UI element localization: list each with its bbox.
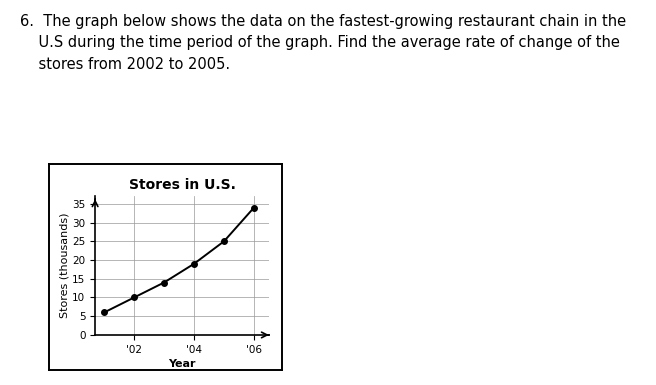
Text: 6.  The graph below shows the data on the fastest-growing restaurant chain in th: 6. The graph below shows the data on the… [20, 13, 626, 72]
Y-axis label: Stores (thousands): Stores (thousands) [60, 213, 70, 318]
X-axis label: Year: Year [169, 359, 195, 369]
Title: Stores in U.S.: Stores in U.S. [129, 178, 236, 192]
